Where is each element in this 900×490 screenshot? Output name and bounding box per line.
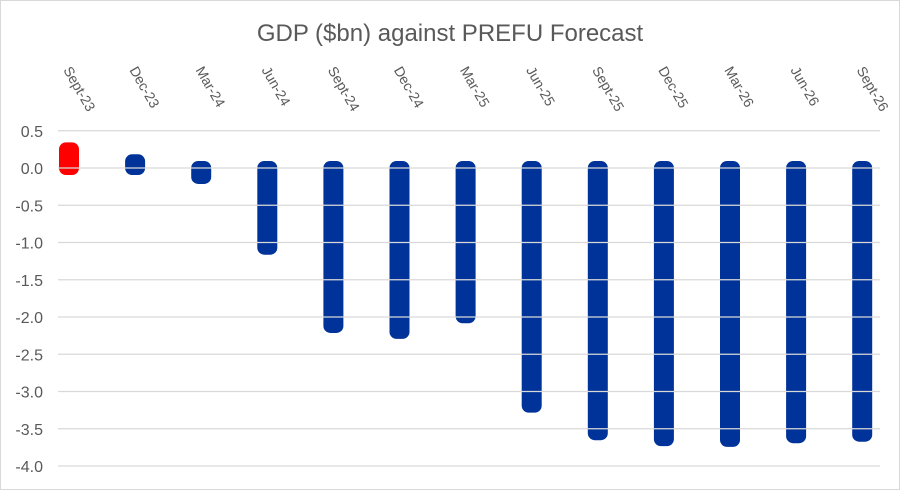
bar <box>653 161 674 447</box>
bar <box>521 161 542 413</box>
bar <box>852 161 873 442</box>
bar <box>191 161 212 184</box>
x-tick-label: Mar-24 <box>193 64 229 111</box>
y-tick-label: -3.0 <box>15 385 43 402</box>
x-tick-label: Jun-24 <box>259 64 294 109</box>
y-tick-label: 0.5 <box>21 124 43 141</box>
y-tick-label: -1.0 <box>15 236 43 253</box>
x-tick-label: Dec-25 <box>655 64 692 111</box>
x-tick-label: Dec-23 <box>127 64 164 111</box>
x-tick-label: Sept-26 <box>854 64 892 115</box>
x-tick-label: Mar-26 <box>721 64 757 111</box>
y-tick-label: -2.0 <box>15 310 43 327</box>
bar <box>720 161 740 447</box>
x-tick-label: Jun-25 <box>523 64 558 109</box>
y-tick-label: -4.0 <box>15 459 43 476</box>
y-tick-label: -0.5 <box>15 198 43 215</box>
bar <box>389 161 410 339</box>
x-tick-label: Mar-25 <box>457 64 493 111</box>
bar <box>587 161 608 441</box>
bar <box>125 154 146 175</box>
x-tick-label: Sept-23 <box>60 64 98 115</box>
chart-title: GDP ($bn) against PREFU Forecast <box>256 20 644 47</box>
bar <box>59 142 79 175</box>
y-tick-label: -1.5 <box>15 273 43 290</box>
bar <box>323 161 344 333</box>
y-tick-label: -2.5 <box>15 347 43 364</box>
x-tick-label: Sept-25 <box>589 64 627 115</box>
y-tick-label: 0.0 <box>21 161 43 178</box>
y-tick-label: -3.5 <box>15 422 43 439</box>
bar <box>786 161 807 444</box>
x-tick-label: Dec-24 <box>391 64 428 111</box>
x-tick-label: Sept-24 <box>325 64 363 115</box>
bar <box>257 161 278 255</box>
x-tick-label: Jun-26 <box>788 64 823 109</box>
